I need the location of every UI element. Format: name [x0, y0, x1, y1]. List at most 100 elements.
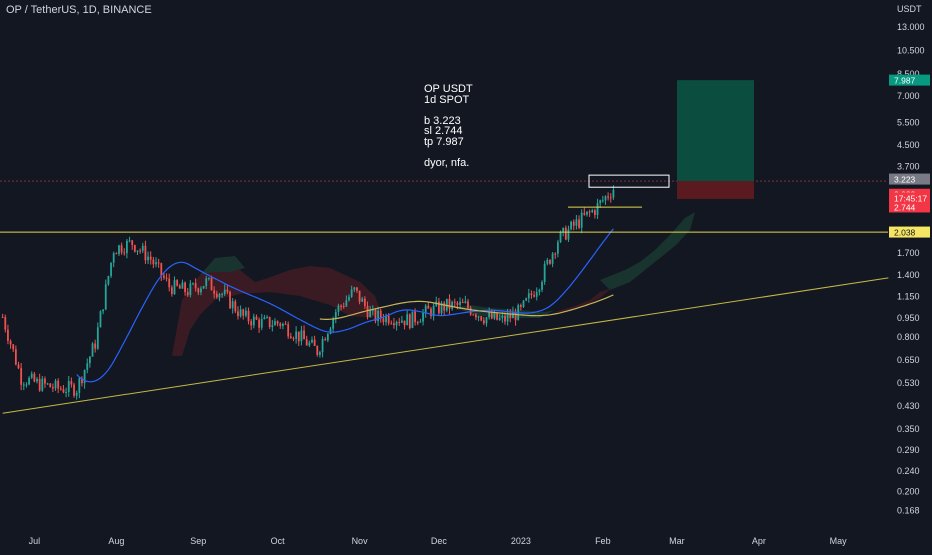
candle-body [287, 324, 290, 337]
candle-body [242, 309, 245, 316]
x-tick-label: Feb [595, 536, 611, 546]
candle-body [546, 259, 549, 264]
candle-body [181, 282, 184, 289]
trade-note[interactable]: OP USDT 1d SPOT b 3.223 sl 2.744 tp 7.98… [424, 84, 473, 169]
candle-body [57, 380, 60, 389]
candle-body [128, 240, 131, 242]
candle-body [136, 250, 139, 252]
y-tick-label: 0.200 [897, 486, 920, 496]
candle-body [342, 306, 345, 308]
candle-body [432, 305, 435, 317]
candle-body [67, 381, 70, 392]
candle-body [467, 301, 469, 308]
candle-body [599, 200, 602, 204]
candle-body [411, 311, 414, 329]
candle-body [504, 316, 506, 322]
candle-body [4, 317, 7, 330]
candle-body [416, 322, 419, 324]
candle-body [562, 227, 565, 232]
candle-body [33, 373, 36, 382]
candle-body [337, 305, 340, 312]
candle-body [588, 211, 591, 213]
candle-body [14, 349, 17, 365]
candle-body [567, 229, 570, 240]
price-label-bg [889, 192, 930, 204]
candle-body [234, 301, 237, 312]
candle-body [1, 316, 4, 318]
candle-body [609, 197, 612, 199]
candle-body [580, 212, 583, 228]
candle-body [28, 377, 30, 385]
candle-body [530, 293, 533, 296]
candle-body [252, 316, 255, 326]
candle-body [348, 296, 350, 301]
candle-body [282, 323, 284, 326]
candle-body [438, 301, 440, 314]
candle-body [160, 263, 163, 276]
candle-body [255, 316, 258, 320]
candle-body [229, 291, 231, 309]
candle-body [601, 200, 604, 202]
candle-body [173, 280, 176, 295]
candle-body [358, 290, 361, 302]
stop-loss-zone [677, 181, 754, 199]
candle-body [155, 262, 157, 265]
price-label-bg [889, 201, 930, 213]
candle-body [424, 305, 427, 313]
y-tick-label: 1.700 [897, 248, 920, 258]
candle-body [96, 327, 99, 349]
candle-body [480, 316, 483, 321]
candle-body [456, 302, 459, 305]
candle-body [244, 310, 247, 316]
candle-body [350, 289, 353, 297]
candle-body [268, 316, 271, 327]
candle-body [430, 308, 432, 317]
candle-body [205, 278, 208, 286]
candles [1, 185, 615, 400]
candle-body [311, 339, 313, 343]
candle-body [422, 312, 424, 322]
candle-body [541, 281, 543, 290]
candle-body [575, 219, 578, 226]
candle-body [549, 259, 551, 264]
x-tick-label: Jul [29, 536, 41, 546]
note-line: 1d SPOT [424, 93, 470, 106]
candle-body [207, 277, 210, 279]
candle-body [70, 381, 73, 385]
candle-body [527, 293, 530, 299]
candle-body [506, 313, 509, 322]
candle-body [445, 298, 448, 311]
candle-body [271, 325, 274, 327]
candle-body [88, 356, 91, 364]
candle-body [414, 311, 417, 323]
candle-body [115, 253, 118, 255]
candle-body [440, 302, 443, 314]
candle-body [99, 311, 102, 328]
y-tick-label: 0.168 [897, 506, 920, 516]
candle-body [49, 383, 52, 388]
candle-body [184, 282, 186, 293]
candle-body [163, 275, 165, 278]
candle-body [75, 392, 78, 396]
note-line: tp 7.987 [424, 135, 464, 148]
candle-body [594, 210, 596, 215]
candle-body [522, 300, 525, 307]
candle-body [329, 328, 332, 334]
candle-body [54, 380, 57, 389]
candle-body [482, 320, 485, 324]
candle-body [583, 212, 586, 215]
cloud-bull [600, 212, 695, 290]
y-tick-label: 0.950 [897, 313, 920, 323]
price-label-bg [889, 173, 930, 185]
x-tick-label: Apr [752, 536, 766, 546]
candle-body [276, 321, 279, 324]
candle-body [194, 283, 197, 289]
candle-body [221, 293, 223, 295]
candle-body [133, 245, 136, 252]
candle-body [12, 344, 15, 350]
candle-body [490, 312, 493, 319]
